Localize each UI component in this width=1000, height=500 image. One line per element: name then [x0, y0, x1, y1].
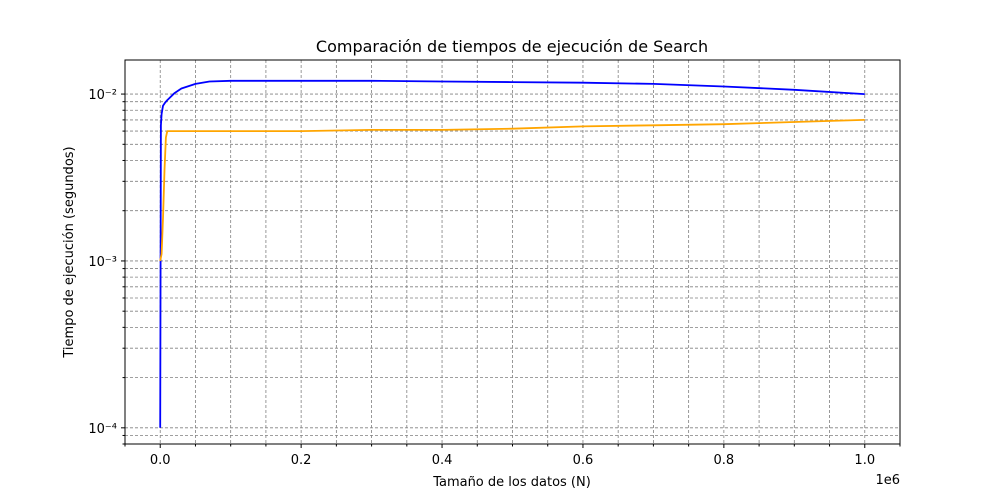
- y-tick-label: 10⁻³: [88, 255, 117, 270]
- y-axis-label: Tiempo de ejecución (segundos): [62, 146, 77, 358]
- chart-title: Comparación de tiempos de ejecución de S…: [316, 37, 708, 56]
- grid-layer: [124, 60, 901, 445]
- x-tick-label: 0.4: [432, 453, 453, 468]
- x-tick-label: 0.2: [291, 453, 312, 468]
- x-tick-label: 1.0: [854, 453, 875, 468]
- tick-layer: 0.0 0.2 0.4 0.6 0.8 1.0 10⁻⁴ 10⁻³ 10⁻²: [88, 88, 901, 468]
- y-tick-label: 10⁻²: [88, 88, 117, 103]
- series-layer: [159, 79, 865, 428]
- x-offset-label: 1e6: [875, 473, 900, 488]
- x-tick-label: 0.6: [573, 453, 594, 468]
- series-line-1: [159, 79, 865, 428]
- y-tick-label: 10⁻⁴: [88, 422, 117, 437]
- x-tick-label: 0.8: [714, 453, 735, 468]
- x-tick-label: 0.0: [150, 453, 171, 468]
- series-line-2: [159, 119, 865, 262]
- x-axis-label: Tamaño de los datos (N): [432, 475, 591, 490]
